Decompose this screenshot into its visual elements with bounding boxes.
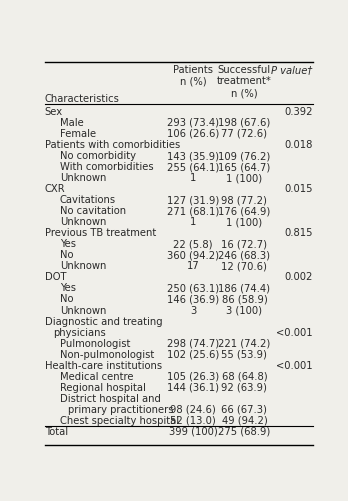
Text: No: No [60, 294, 73, 304]
Text: 146 (36.9): 146 (36.9) [167, 294, 219, 304]
Text: 0.018: 0.018 [284, 140, 313, 150]
Text: Previous TB treatment: Previous TB treatment [45, 228, 156, 238]
Text: 52 (13.0): 52 (13.0) [170, 415, 216, 425]
Text: 1 (100): 1 (100) [226, 173, 262, 183]
Text: Sex: Sex [45, 107, 63, 117]
Text: 86 (58.9): 86 (58.9) [222, 294, 267, 304]
Text: Cavitations: Cavitations [60, 195, 116, 205]
Text: 0.392: 0.392 [284, 107, 313, 117]
Text: 49 (94.2): 49 (94.2) [222, 415, 267, 425]
Text: 165 (64.7): 165 (64.7) [218, 162, 270, 172]
Text: <0.001: <0.001 [276, 360, 313, 370]
Text: 66 (67.3): 66 (67.3) [221, 404, 267, 414]
Text: Female: Female [60, 129, 96, 139]
Text: Diagnostic and treating: Diagnostic and treating [45, 316, 163, 326]
Text: Yes: Yes [60, 239, 76, 249]
Text: Patients with comorbidities: Patients with comorbidities [45, 140, 180, 150]
Text: P value†: P value† [271, 65, 313, 75]
Text: Unknown: Unknown [60, 261, 106, 271]
Text: DOT: DOT [45, 272, 66, 282]
Text: 293 (73.4): 293 (73.4) [167, 118, 219, 128]
Text: 198 (67.6): 198 (67.6) [218, 118, 270, 128]
Text: Unknown: Unknown [60, 173, 106, 183]
Text: 360 (94.2): 360 (94.2) [167, 250, 219, 260]
Text: Unknown: Unknown [60, 217, 106, 227]
Text: 221 (74.2): 221 (74.2) [218, 338, 270, 348]
Text: Yes: Yes [60, 283, 76, 293]
Text: District hospital and: District hospital and [60, 393, 160, 403]
Text: 1: 1 [190, 173, 196, 183]
Text: 17: 17 [187, 261, 199, 271]
Text: 0.815: 0.815 [284, 228, 313, 238]
Text: Health-care institutions: Health-care institutions [45, 360, 162, 370]
Text: 3 (100): 3 (100) [227, 305, 262, 315]
Text: 16 (72.7): 16 (72.7) [221, 239, 267, 249]
Text: 55 (53.9): 55 (53.9) [221, 349, 267, 359]
Text: 92 (63.9): 92 (63.9) [221, 382, 267, 392]
Text: Male: Male [60, 118, 84, 128]
Text: Medical centre: Medical centre [60, 371, 133, 381]
Text: 77 (72.6): 77 (72.6) [221, 129, 267, 139]
Text: No: No [60, 250, 73, 260]
Text: 109 (76.2): 109 (76.2) [218, 151, 270, 161]
Text: 0.002: 0.002 [284, 272, 313, 282]
Text: 98 (24.6): 98 (24.6) [170, 404, 216, 414]
Text: Characteristics: Characteristics [45, 94, 120, 104]
Text: 250 (63.1): 250 (63.1) [167, 283, 219, 293]
Text: 275 (68.9): 275 (68.9) [218, 426, 270, 436]
Text: 143 (35.9): 143 (35.9) [167, 151, 219, 161]
Text: 186 (74.4): 186 (74.4) [219, 283, 270, 293]
Text: 98 (77.2): 98 (77.2) [221, 195, 267, 205]
Text: primary practitioners: primary practitioners [68, 404, 173, 414]
Text: 399 (100): 399 (100) [169, 426, 218, 436]
Text: 22 (5.8): 22 (5.8) [173, 239, 213, 249]
Text: Chest specialty hospital: Chest specialty hospital [60, 415, 179, 425]
Text: Total: Total [45, 426, 68, 436]
Text: Non-pulmonologist: Non-pulmonologist [60, 349, 154, 359]
Text: Regional hospital: Regional hospital [60, 382, 145, 392]
Text: 12 (70.6): 12 (70.6) [221, 261, 267, 271]
Text: 68 (64.8): 68 (64.8) [222, 371, 267, 381]
Text: Pulmonologist: Pulmonologist [60, 338, 130, 348]
Text: 246 (68.3): 246 (68.3) [219, 250, 270, 260]
Text: Successful
treatment*
n (%): Successful treatment* n (%) [217, 65, 272, 98]
Text: 105 (26.3): 105 (26.3) [167, 371, 219, 381]
Text: 127 (31.9): 127 (31.9) [167, 195, 219, 205]
Text: No cavitation: No cavitation [60, 206, 126, 216]
Text: 176 (64.9): 176 (64.9) [218, 206, 270, 216]
Text: 255 (64.1): 255 (64.1) [167, 162, 219, 172]
Text: physicians: physicians [53, 327, 106, 337]
Text: 106 (26.6): 106 (26.6) [167, 129, 219, 139]
Text: 1 (100): 1 (100) [226, 217, 262, 227]
Text: 298 (74.7): 298 (74.7) [167, 338, 219, 348]
Text: No comorbidity: No comorbidity [60, 151, 136, 161]
Text: Unknown: Unknown [60, 305, 106, 315]
Text: With comorbidities: With comorbidities [60, 162, 153, 172]
Text: 144 (36.1): 144 (36.1) [167, 382, 219, 392]
Text: <0.001: <0.001 [276, 327, 313, 337]
Text: 0.015: 0.015 [284, 184, 313, 194]
Text: 1: 1 [190, 217, 196, 227]
Text: 3: 3 [190, 305, 196, 315]
Text: Patients
n (%): Patients n (%) [173, 65, 213, 86]
Text: CXR: CXR [45, 184, 65, 194]
Text: 102 (25.6): 102 (25.6) [167, 349, 219, 359]
Text: 271 (68.1): 271 (68.1) [167, 206, 219, 216]
